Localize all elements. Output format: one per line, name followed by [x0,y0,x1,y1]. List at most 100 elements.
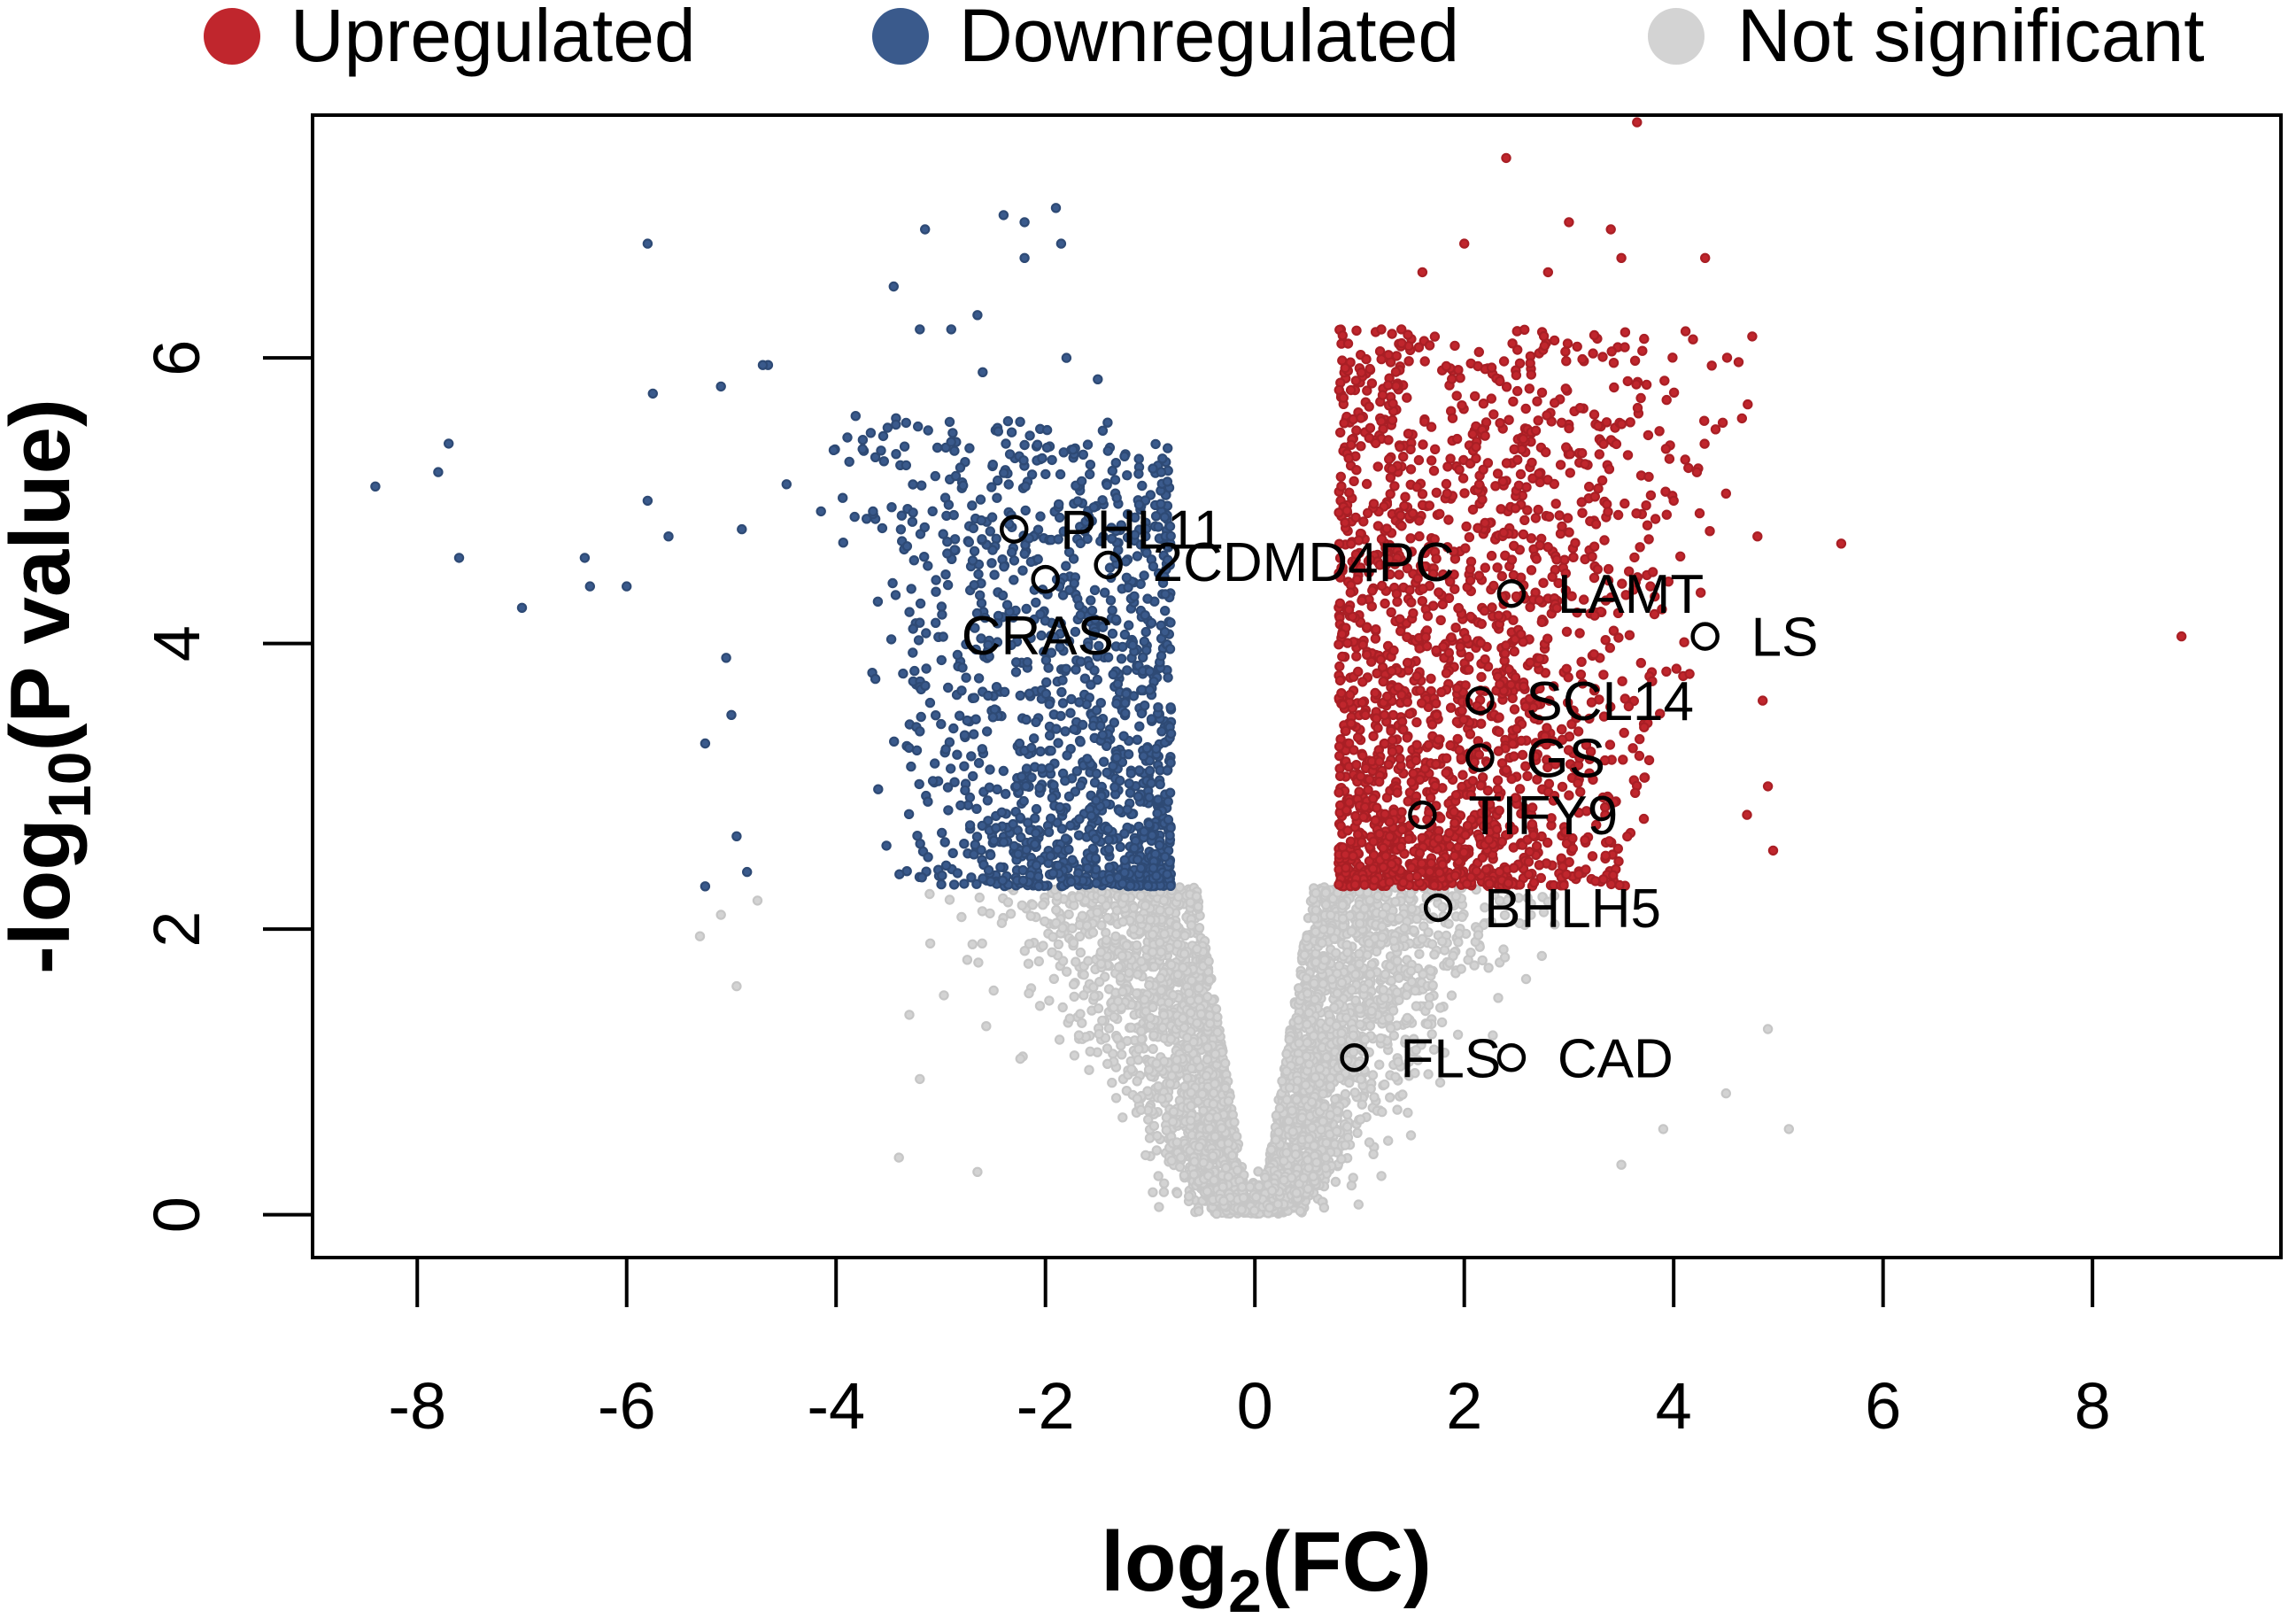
ns-point [1443,918,1454,929]
ns-point [1434,1077,1446,1088]
ns-point [1326,974,1337,985]
down-point [1063,844,1074,855]
ns-point [1153,1171,1163,1181]
down-point [912,831,923,841]
down-point [1069,724,1079,735]
ns-point [1318,1088,1328,1099]
ns-point [1218,1196,1229,1206]
down-point [952,749,962,760]
ns-point [1211,1208,1222,1219]
down-point [1051,724,1062,734]
down-point [1020,481,1031,492]
ns-point [1117,1049,1127,1060]
down-point [948,723,959,734]
ns-point [996,917,1008,928]
ns-point [1372,890,1384,902]
ns-point [1349,1087,1360,1098]
ns-point [1048,973,1060,985]
ns-point [1185,1115,1196,1126]
ns-point [1168,1106,1179,1118]
ns-point [1172,939,1183,949]
ns-point [1329,933,1340,944]
ns-point [1238,1192,1249,1204]
ns-point [1113,995,1124,1007]
down-point [1112,678,1124,690]
ns-point [1192,1055,1202,1065]
down-point [969,546,980,557]
ns-point [1457,911,1468,923]
ns-point [1193,1205,1204,1217]
down-point [998,468,1009,478]
ns-point [1107,1077,1117,1088]
ns-point [1274,1103,1286,1114]
ns-point [1436,1017,1448,1028]
ns-point [1331,1020,1342,1032]
ns-point [1077,1018,1087,1028]
down-point [1006,546,1017,558]
ns-point [1364,1137,1375,1148]
ns-point [1136,1026,1147,1037]
down-point [957,480,969,491]
down-point [1089,665,1100,676]
down-point [887,577,898,589]
down-point [1046,746,1056,756]
ns-point [1166,1155,1177,1166]
ns-point [1473,930,1484,941]
down-point [1000,788,1011,800]
down-point [1079,673,1091,684]
down-point [1048,868,1059,879]
down-point [1129,843,1140,854]
ns-point [1429,949,1440,960]
legend-label-not-significant: Not significant [1737,0,2205,77]
ns-point [1153,1080,1163,1092]
down-point [1159,606,1171,616]
ns-point [1302,1037,1313,1049]
ns-point [1069,1050,1080,1061]
ns-point [1281,1148,1292,1158]
ns-point [1178,1013,1188,1024]
ns-point [1340,1088,1351,1100]
ns-point [1040,916,1050,927]
down-point [930,617,941,629]
ns-point [1310,994,1320,1005]
ns-point [1063,909,1074,920]
down-point [981,726,993,737]
down-point [1082,439,1094,450]
down-point [949,445,960,456]
ns-point [981,1020,992,1032]
ns-point [1148,947,1158,957]
ns-point [1204,1112,1215,1123]
ns-point [1136,956,1147,967]
ns-point [1426,939,1438,949]
down-point [781,479,792,490]
down-point [1074,814,1085,824]
ns-point [1425,965,1436,976]
down-point [952,868,963,879]
ns-point [1071,956,1081,967]
down-point [872,596,884,608]
ns-point [1303,1058,1315,1070]
down-point [1090,833,1102,844]
ns-point [1167,1116,1179,1127]
down-point [949,777,960,787]
ns-point [1281,1049,1292,1059]
ns-point [1145,1012,1156,1024]
ns-point [1364,969,1376,979]
down-point [969,693,980,703]
ns-point [924,888,935,900]
ns-point [1390,896,1401,907]
down-point [959,879,970,889]
ns-point [1397,1089,1408,1100]
ns-point [1341,1012,1352,1024]
ns-point [1124,967,1134,979]
down-point [912,421,924,432]
down-point [1107,465,1118,476]
ns-point [1024,987,1034,999]
down-point [1109,475,1121,485]
ns-point [1156,985,1167,996]
ns-point [1390,1072,1401,1082]
down-point [1102,824,1114,834]
ns-point [1308,1030,1319,1041]
down-point [1122,470,1133,481]
ns-point [1179,1170,1190,1181]
